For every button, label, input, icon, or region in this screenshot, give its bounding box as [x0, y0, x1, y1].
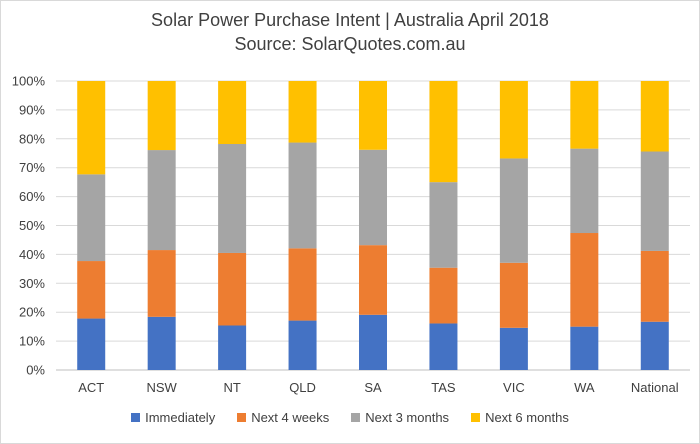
bar-segment: National – Next 3 months: 34.4%: [640, 151, 669, 251]
y-tick-label: 20%: [19, 305, 45, 320]
bar-segment: QLD – Next 3 months: 36.6%: [288, 142, 317, 249]
bar-segment: TAS – Next 3 months: 29.6%: [429, 182, 458, 268]
legend-item: Next 6 months: [471, 410, 569, 425]
bar-segment: NT – Immediately: 15.4%: [218, 325, 247, 370]
bar-segment: ACT – Next 6 months: 32.3%: [77, 81, 106, 175]
legend-item: Next 3 months: [351, 410, 449, 425]
bar-segment: QLD – Next 6 months: 21.3%: [288, 81, 317, 143]
y-tick-label: 30%: [19, 276, 45, 291]
bar-segment: QLD – Next 4 weeks: 25%: [288, 248, 317, 321]
bar-segment: TAS – Immediately: 16.1%: [429, 323, 458, 370]
bar-segment: NSW – Next 4 weeks: 23.1%: [147, 250, 176, 317]
x-tick-label: ACT: [78, 380, 104, 395]
x-tick-label: VIC: [503, 380, 525, 395]
y-tick-label: 40%: [19, 247, 45, 262]
bar-segment: NSW – Next 6 months: 23.9%: [147, 81, 176, 151]
x-tick-label: National: [631, 380, 679, 395]
y-tick-label: 90%: [19, 102, 45, 117]
x-tick-label: SA: [364, 380, 382, 395]
bar-segment: National – Next 4 weeks: 24.5%: [640, 250, 669, 322]
x-tick-label: WA: [574, 380, 595, 395]
y-tick-label: 50%: [19, 218, 45, 233]
bar-segment: NSW – Immediately: 18.4%: [147, 316, 176, 370]
bar-segment: VIC – Next 6 months: 26.8%: [499, 81, 528, 159]
bar-segment: VIC – Next 4 weeks: 22.5%: [499, 262, 528, 328]
chart-subtitle: Source: SolarQuotes.com.au: [234, 34, 466, 54]
bar-segment: WA – Next 4 weeks: 32.4%: [570, 233, 599, 327]
legend-label: Immediately: [145, 410, 216, 425]
legend-label: Next 6 months: [485, 410, 569, 425]
y-tick-label: 80%: [19, 131, 45, 146]
legend-item: Next 4 weeks: [237, 410, 329, 425]
bar-segment: WA – Next 6 months: 23.4%: [570, 81, 599, 149]
bar-segment: ACT – Next 3 months: 30%: [77, 174, 106, 262]
bar-segment: TAS – Next 6 months: 35%: [429, 81, 458, 183]
bar-segment: NSW – Next 3 months: 34.6%: [147, 150, 176, 251]
bar-segment: ACT – Next 4 weeks: 19.9%: [77, 261, 106, 319]
legend-swatch: [131, 413, 141, 422]
legend-label: Next 4 weeks: [251, 410, 330, 425]
y-tick-label: 0%: [26, 363, 45, 378]
bar-segment: QLD – Immediately: 17.1%: [288, 320, 317, 370]
bar-segment: ACT – Immediately: 17.8%: [77, 318, 106, 370]
legend-swatch: [237, 413, 247, 422]
chart-title: Solar Power Purchase Intent | Australia …: [151, 10, 549, 30]
legend-swatch: [351, 413, 361, 422]
x-tick-label: NT: [223, 380, 240, 395]
bar-segment: SA – Immediately: 19.1%: [359, 314, 387, 370]
bar-segment: TAS – Next 4 weeks: 19.3%: [429, 267, 458, 324]
chart-legend: Immediately Next 4 weeks Next 3 months Next…: [0, 410, 700, 425]
x-tick-label: TAS: [431, 380, 456, 395]
bar-segment: WA – Immediately: 15%: [570, 326, 599, 370]
y-tick-label: 60%: [19, 189, 45, 204]
bar-segment: National – Next 6 months: 24.4%: [640, 81, 669, 152]
x-tick-label: NSW: [146, 380, 177, 395]
legend-swatch: [471, 413, 481, 422]
bar-segment: WA – Next 3 months: 29.2%: [570, 148, 599, 234]
y-tick-label: 10%: [19, 334, 45, 349]
bar-segment: SA – Next 6 months: 23.8%: [359, 81, 387, 150]
bar-segment: VIC – Next 3 months: 36.1%: [499, 158, 528, 263]
bar-segment: SA – Next 4 weeks: 24.1%: [359, 245, 387, 315]
bar-segment: National – Immediately: 16.7%: [640, 321, 669, 370]
bar-segment: NT – Next 4 weeks: 25.1%: [218, 252, 247, 326]
y-tick-label: 70%: [19, 160, 45, 175]
bar-segment: NT – Next 3 months: 37.7%: [218, 144, 247, 253]
bar-segment: VIC – Immediately: 14.6%: [499, 327, 528, 370]
bar-segment: SA – Next 3 months: 33%: [359, 149, 387, 246]
y-tick-label: 100%: [12, 74, 46, 89]
legend-item: Immediately: [131, 410, 215, 425]
bar-segment: NT – Next 6 months: 21.8%: [218, 81, 247, 145]
legend-label: Next 3 months: [365, 410, 450, 425]
x-tick-label: QLD: [289, 380, 316, 395]
